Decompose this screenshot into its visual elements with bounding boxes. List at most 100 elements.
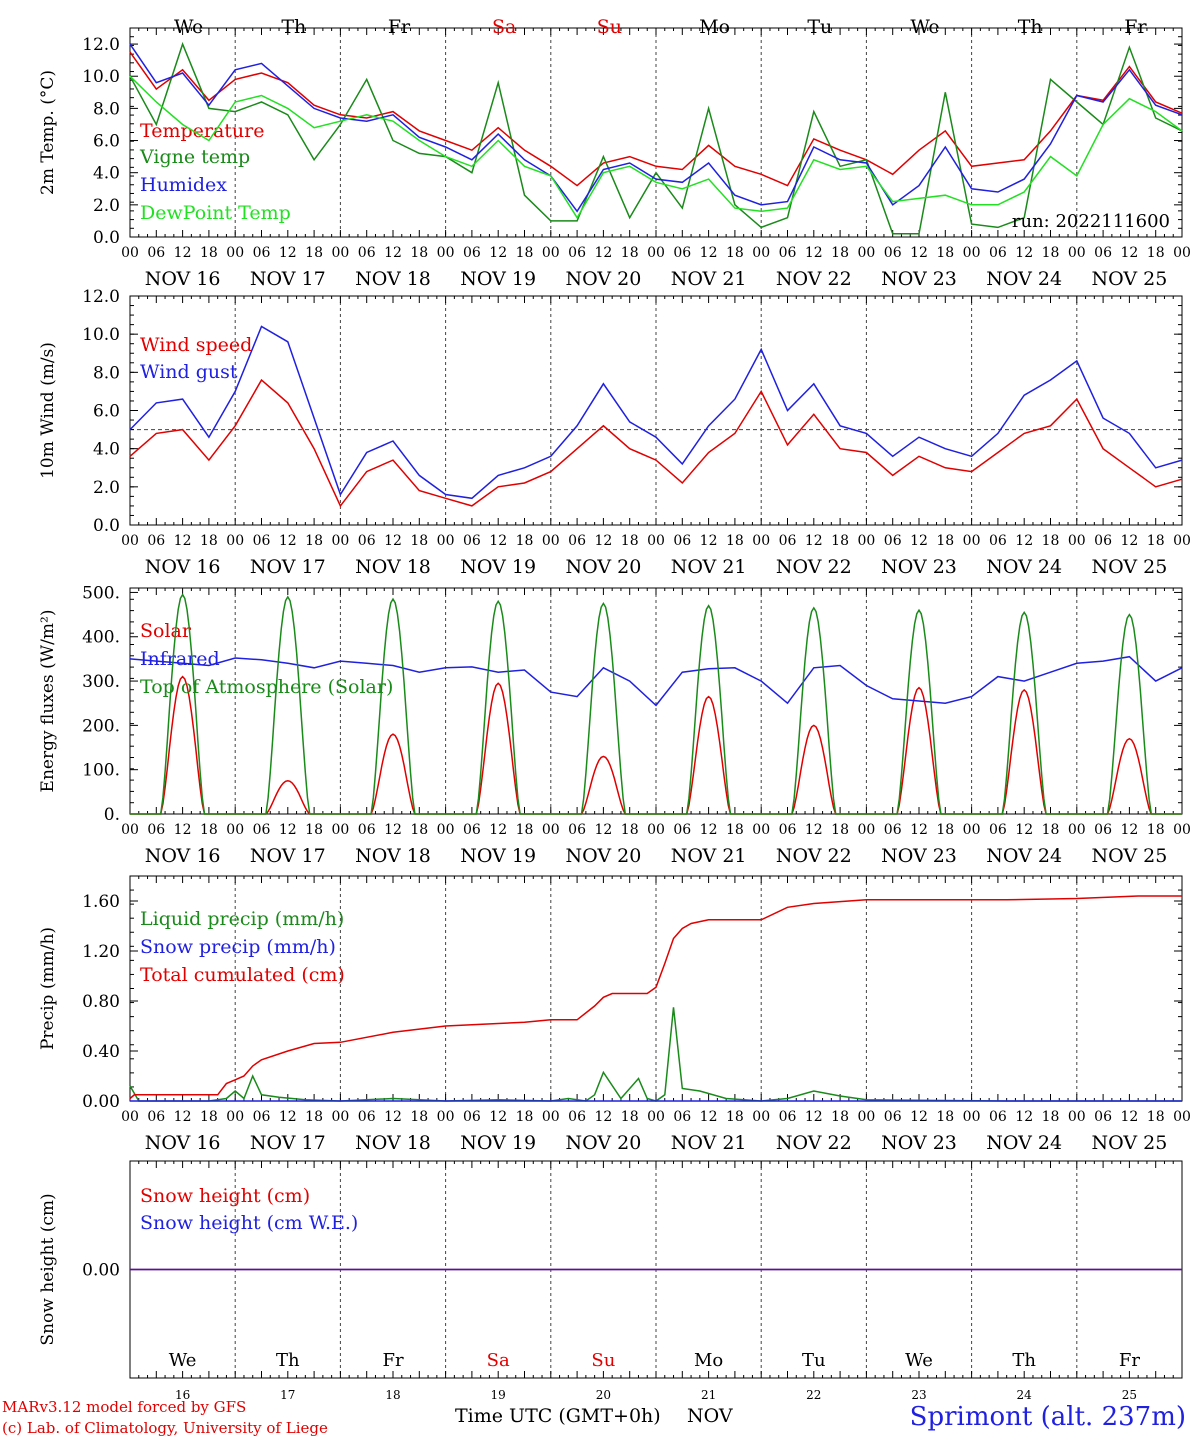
date-label: NOV 21 (671, 1132, 747, 1154)
hour-label: 00 (857, 533, 875, 549)
hour-label: 12 (489, 1109, 507, 1125)
y-tick-label: 300. (82, 672, 120, 692)
day-number-label: 24 (1017, 1388, 1033, 1402)
hour-label: 18 (1042, 1109, 1060, 1125)
hour-label: 12 (174, 822, 192, 838)
hour-label: 06 (884, 245, 902, 261)
date-label: NOV 23 (881, 268, 957, 290)
panel-5: 0.00 Snow height (cm) We 16 Th 17 Fr 18 Sa 19 Su 20… (38, 1160, 1183, 1402)
hour-label: 00 (226, 822, 244, 838)
hour-label: 12 (384, 245, 402, 261)
hour-label: 06 (253, 1109, 271, 1125)
hour-label: 06 (253, 245, 271, 261)
hour-label: 12 (174, 533, 192, 549)
weekday-label: Th (1018, 16, 1043, 38)
hour-label: 00 (1068, 1109, 1086, 1125)
hour-label: 06 (673, 245, 691, 261)
hour-label: 06 (1094, 1109, 1112, 1125)
hour-label: 18 (410, 1109, 428, 1125)
date-label: NOV 21 (671, 845, 747, 867)
y-tick-label: 4.0 (93, 440, 120, 460)
y-tick-label: 12.0 (82, 287, 120, 307)
date-label: NOV 16 (145, 556, 221, 578)
hour-label: 18 (831, 533, 849, 549)
hour-label: 18 (831, 1109, 849, 1125)
hour-label: 06 (358, 533, 376, 549)
hour-label: 18 (200, 533, 218, 549)
hour-label: 12 (700, 1109, 718, 1125)
day-number-label: 20 (596, 1388, 611, 1402)
date-label: NOV 20 (565, 1132, 641, 1154)
hour-label: 06 (147, 822, 165, 838)
hour-label: 06 (884, 1109, 902, 1125)
weekday-label: Tu (807, 16, 832, 38)
date-label: NOV 24 (986, 845, 1062, 867)
hour-label: 06 (568, 822, 586, 838)
date-label: NOV 16 (145, 845, 221, 867)
series-line (129, 43, 1183, 213)
y-tick-label: 100. (82, 761, 120, 781)
weekday-label: We (174, 16, 203, 38)
hour-label: 12 (489, 245, 507, 261)
hour-label: 18 (1147, 822, 1165, 838)
series-line (130, 593, 1182, 815)
date-label: NOV 22 (776, 1132, 852, 1154)
hour-label: 00 (1068, 822, 1086, 838)
legend-entry: Total cumulated (cm) (140, 964, 345, 986)
hour-label: 18 (1042, 822, 1060, 838)
date-label: NOV 19 (460, 1132, 536, 1154)
hour-label: 00 (437, 1109, 455, 1125)
date-label: NOV 23 (881, 556, 957, 578)
hour-label: 06 (989, 533, 1007, 549)
hour-label: 00 (1068, 245, 1086, 261)
date-label: NOV 21 (671, 268, 747, 290)
date-label: NOV 18 (355, 845, 431, 867)
weekday-label: Mo (694, 1350, 723, 1371)
date-label: NOV 19 (460, 268, 536, 290)
hour-label: 18 (200, 245, 218, 261)
y-axis-label: Precip (mm/h) (38, 927, 58, 1050)
date-label: NOV 22 (776, 556, 852, 578)
hour-label: 12 (910, 533, 928, 549)
hour-label: 12 (700, 822, 718, 838)
hour-label: 00 (857, 245, 875, 261)
hour-label: 00 (226, 245, 244, 261)
hour-label: 00 (647, 245, 665, 261)
day-number-label: 23 (911, 1388, 926, 1402)
y-tick-label: 6.0 (93, 132, 120, 152)
hour-label: 00 (226, 1109, 244, 1125)
hour-label: 06 (253, 533, 271, 549)
series-line (129, 41, 1183, 235)
hour-label: 18 (621, 1109, 639, 1125)
weekday-label: Sa (492, 16, 516, 38)
hour-label: 06 (568, 533, 586, 549)
panel-1: 0.0 2.0 4.0 6.0 8.0 10.0 12.0 2m Temp. (°C) 00 06… (38, 16, 1191, 290)
hour-label: 06 (884, 533, 902, 549)
y-tick-label: 10.0 (82, 67, 120, 87)
hour-label: 18 (621, 533, 639, 549)
run-label: run: 2022111600 (1012, 211, 1170, 232)
hour-label: 06 (358, 822, 376, 838)
hour-label: 06 (568, 245, 586, 261)
month-label: NOV (687, 1405, 733, 1427)
hour-label: 00 (437, 533, 455, 549)
hour-label: 06 (673, 822, 691, 838)
legend-entry: Top of Atmosphere (Solar) (140, 676, 393, 698)
weekday-label: Su (597, 16, 622, 38)
series-line (129, 378, 1183, 508)
hour-label: 06 (779, 245, 797, 261)
date-label: NOV 22 (776, 268, 852, 290)
y-tick-label: 2.0 (93, 196, 120, 216)
date-label: NOV 20 (565, 268, 641, 290)
y-tick-label: 0.00 (82, 1261, 120, 1281)
hour-label: 06 (673, 533, 691, 549)
series-line (129, 895, 1182, 1100)
y-tick-label: 4.0 (93, 164, 120, 184)
hour-label: 18 (1147, 533, 1165, 549)
legend-entry: Temperature (140, 120, 264, 142)
weekday-label: Th (281, 16, 306, 38)
weekday-label: Fr (1119, 1350, 1140, 1371)
hour-label: 12 (489, 533, 507, 549)
legend-entry: Infrared (140, 648, 220, 670)
date-label: NOV 16 (145, 268, 221, 290)
